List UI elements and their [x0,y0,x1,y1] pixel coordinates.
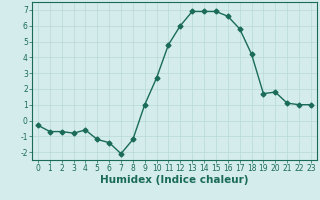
X-axis label: Humidex (Indice chaleur): Humidex (Indice chaleur) [100,175,249,185]
